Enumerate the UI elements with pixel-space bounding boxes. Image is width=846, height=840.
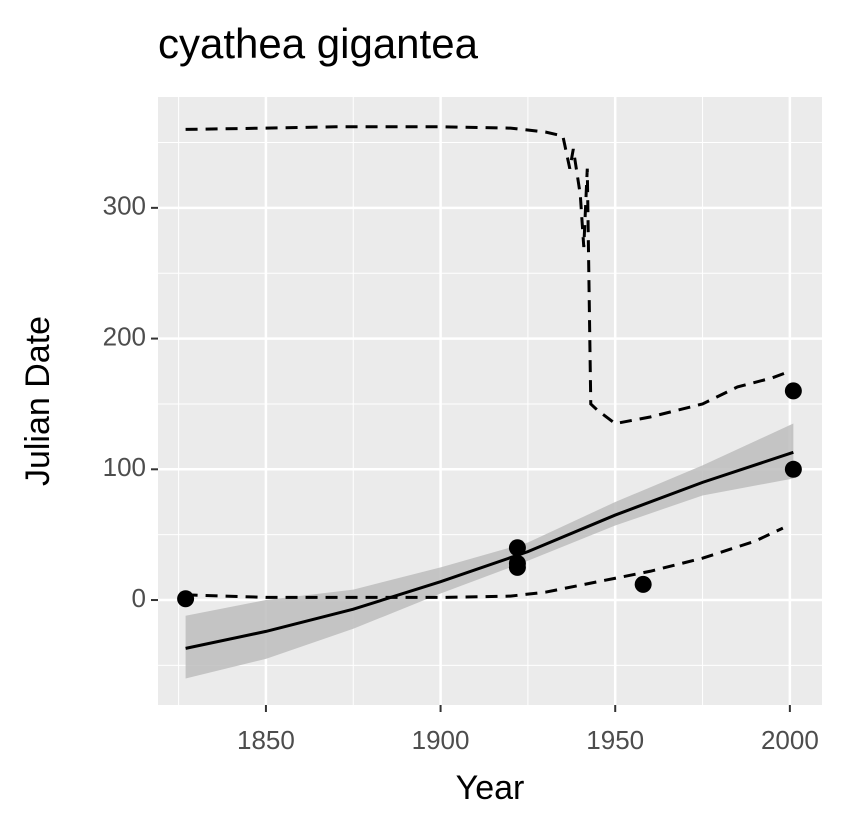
y-tick-label: 100 bbox=[103, 452, 146, 482]
confidence-ribbon bbox=[185, 423, 794, 679]
chart-title: cyathea gigantea bbox=[158, 20, 479, 67]
x-tick-label: 1900 bbox=[412, 725, 470, 755]
point bbox=[508, 558, 526, 576]
x-tick-label: 1950 bbox=[586, 725, 644, 755]
y-tick-label: 300 bbox=[103, 191, 146, 221]
point bbox=[634, 575, 652, 593]
point bbox=[784, 382, 802, 400]
x-axis-label: Year bbox=[456, 769, 525, 807]
point bbox=[177, 590, 195, 608]
x-tick-label: 1850 bbox=[237, 725, 295, 755]
trend-line bbox=[185, 450, 794, 650]
y-axis-label: Julian Date bbox=[19, 316, 57, 486]
x-tick-label: 2000 bbox=[761, 725, 819, 755]
dashed-line bbox=[185, 125, 791, 426]
point bbox=[508, 539, 526, 557]
y-tick-label: 200 bbox=[103, 321, 146, 351]
dashed-line bbox=[185, 526, 784, 599]
y-tick-label: 0 bbox=[132, 583, 146, 613]
point bbox=[784, 460, 802, 478]
